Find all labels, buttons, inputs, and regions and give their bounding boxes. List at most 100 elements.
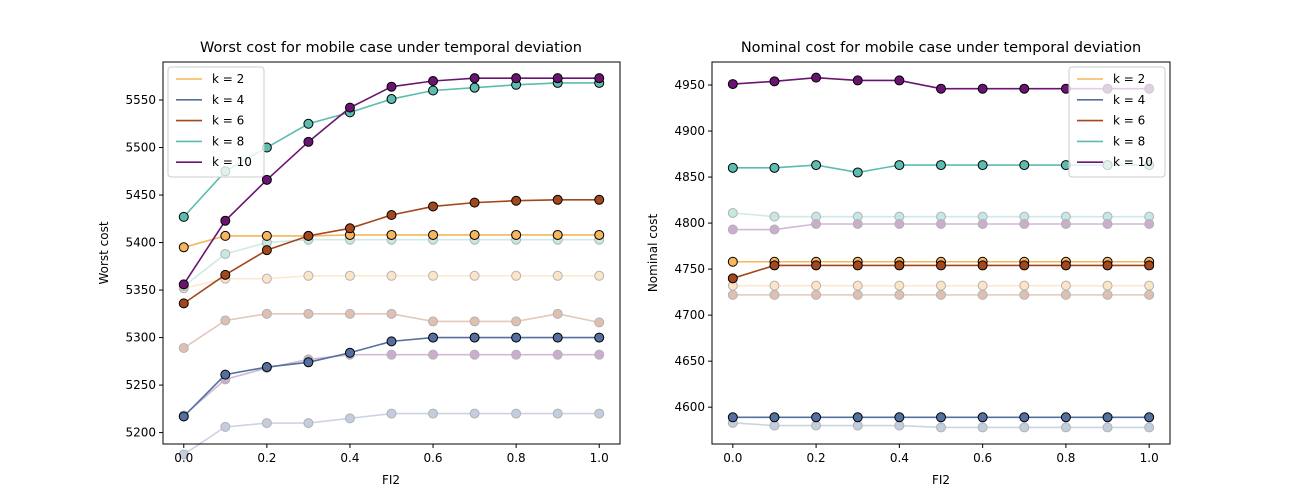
faded-series-point [1019, 280, 1030, 291]
faded-series-point [727, 224, 738, 235]
faded-series-point [511, 316, 522, 327]
series-point [1060, 260, 1071, 271]
series-point [594, 229, 605, 240]
y-axis-label: Nominal cost [646, 214, 660, 293]
chart-title: Nominal cost for mobile case under tempo… [741, 40, 1141, 56]
series-point [511, 229, 522, 240]
y-tick-label: 4650 [674, 354, 705, 368]
y-tick-label: 5500 [125, 141, 156, 155]
series-point [852, 412, 863, 423]
series-point [220, 215, 231, 226]
legend-box [167, 66, 265, 178]
series-point [178, 242, 189, 253]
faded-series-point [552, 308, 563, 319]
series-point [261, 230, 272, 241]
x-tick-label: 0.2 [807, 451, 826, 465]
series-point [811, 72, 822, 83]
legend-label: k = 2 [1113, 72, 1145, 86]
x-axis-label: FI2 [382, 473, 400, 487]
legend-label: k = 8 [1113, 134, 1145, 148]
faded-series-point [386, 270, 397, 281]
series-point [386, 209, 397, 220]
series-point [428, 229, 439, 240]
faded-series-point [511, 349, 522, 360]
y-tick-label: 5400 [125, 236, 156, 250]
series-point [1019, 260, 1030, 271]
series-point [852, 167, 863, 178]
series-point [261, 245, 272, 256]
faded-series-point [811, 280, 822, 291]
faded-series-point [811, 289, 822, 300]
faded-series-point [727, 207, 738, 218]
series-point [894, 412, 905, 423]
faded-series-point [428, 408, 439, 419]
faded-series-point [769, 280, 780, 291]
y-tick-label: 5200 [125, 426, 156, 440]
faded-series-point [1060, 280, 1071, 291]
series-point [511, 73, 522, 84]
worst-cost-chart: Worst cost for mobile case under tempora… [97, 40, 621, 487]
x-tick-label: 0.8 [1056, 451, 1075, 465]
faded-series-point [428, 349, 439, 360]
series-point [469, 229, 480, 240]
series-point [552, 229, 563, 240]
faded-series-point [303, 418, 314, 429]
legend-label: k = 4 [1113, 93, 1145, 107]
faded-series-point [261, 308, 272, 319]
series-point [894, 260, 905, 271]
series-point [936, 260, 946, 271]
faded-series-point [769, 224, 780, 235]
series-point [1144, 412, 1155, 423]
faded-series-point [727, 289, 738, 300]
faded-series-point [428, 316, 439, 327]
series-point [977, 412, 988, 423]
series-point [386, 336, 397, 347]
y-tick-label: 5450 [125, 188, 156, 202]
series-point [511, 195, 522, 206]
series-point [727, 162, 738, 173]
faded-series-point [386, 349, 397, 360]
faded-series-point [936, 289, 946, 300]
faded-series-point [977, 422, 988, 433]
x-tick-label: 0.6 [973, 451, 992, 465]
x-tick-label: 0.8 [507, 451, 526, 465]
series-point [303, 136, 314, 147]
series-point [428, 201, 439, 212]
nominal-cost-chart: Nominal cost for mobile case under tempo… [646, 40, 1171, 487]
series-point [344, 347, 355, 358]
faded-series-point [178, 449, 189, 460]
faded-series-point [977, 280, 988, 291]
series-point [1019, 83, 1030, 94]
series-point [769, 412, 780, 423]
series-point [552, 73, 563, 84]
faded-series-point [1102, 289, 1113, 300]
faded-series-point [1060, 219, 1071, 230]
series-point [727, 412, 738, 423]
faded-series-point [894, 280, 905, 291]
series-point [220, 230, 231, 241]
faded-series-point [894, 289, 905, 300]
series-point [386, 81, 397, 92]
series-point [811, 260, 822, 271]
faded-series-point [769, 289, 780, 300]
series-point [894, 160, 905, 171]
y-tick-label: 4600 [674, 400, 705, 414]
faded-series-point [936, 422, 946, 433]
faded-series-point [1102, 219, 1113, 230]
legend: k = 2 k = 4 k = 6 k = 8 k = 10 [167, 66, 265, 178]
faded-series-point [469, 316, 480, 327]
faded-series-point [386, 408, 397, 419]
faded-series-point [261, 273, 272, 284]
faded-series-point [936, 280, 946, 291]
legend-label: k = 8 [212, 134, 244, 148]
legend-box [1068, 66, 1166, 178]
series-point [469, 197, 480, 208]
legend-label: k = 2 [212, 72, 244, 86]
series-point [894, 75, 905, 86]
faded-series-point [594, 408, 605, 419]
series-point [220, 369, 231, 380]
faded-series-point [220, 315, 231, 326]
faded-series-point [977, 219, 988, 230]
series-point [261, 174, 272, 185]
